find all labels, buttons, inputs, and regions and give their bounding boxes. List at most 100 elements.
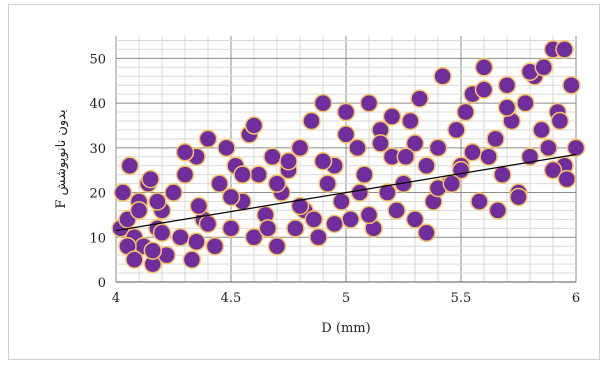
y-tick-label: 30 [89, 142, 106, 157]
data-point [550, 111, 570, 131]
data-point [341, 210, 360, 229]
tick-labels: 4 4.5 5 5.5 6 0 10 20 30 40 50 [89, 52, 580, 306]
data-point [479, 147, 498, 167]
data-point [205, 236, 225, 256]
data-point [566, 138, 586, 158]
data-point [428, 138, 448, 158]
data-point [143, 241, 163, 260]
y-tick-label: 20 [89, 187, 106, 202]
data-point [198, 214, 218, 234]
data-point [221, 187, 241, 207]
y-tick-label: 0 [98, 276, 106, 291]
trendline [115, 153, 577, 232]
data-point [442, 174, 462, 193]
data-point [417, 223, 436, 243]
x-axis-title: D (mm) [321, 321, 370, 336]
data-point [488, 201, 508, 220]
scatter-chart: 4 4.5 5 5.5 6 0 10 20 30 40 50 D (mm) F بدون نانوپ… [54, 36, 586, 336]
data-point [164, 183, 183, 202]
data-point [401, 111, 420, 131]
data-point [539, 138, 558, 158]
data-point [534, 58, 554, 77]
data-point [286, 219, 305, 238]
data-point [396, 147, 416, 167]
data-point [387, 201, 406, 220]
data-point [405, 210, 425, 229]
data-point [543, 160, 563, 180]
data-point [129, 201, 149, 220]
data-point [187, 232, 206, 251]
data-point [410, 89, 429, 108]
data-point [221, 219, 241, 238]
data-point [175, 143, 195, 162]
data-point [210, 174, 229, 193]
data-point [249, 165, 268, 184]
data-point [405, 134, 425, 153]
y-axis-title: F بدون نانوپوشش [54, 109, 69, 208]
data-point [497, 75, 517, 95]
data-point [233, 165, 252, 184]
data-point [355, 165, 374, 184]
data-point [152, 223, 172, 243]
data-point [258, 219, 278, 238]
data-point [371, 134, 390, 153]
data-point [290, 138, 310, 158]
data-point [350, 183, 370, 202]
y-tick-label: 40 [89, 97, 106, 112]
data-point [318, 174, 337, 193]
data-point [474, 58, 494, 77]
data-point [348, 138, 367, 158]
data-point [378, 183, 397, 202]
data-point [382, 107, 402, 126]
y-tick-label: 50 [89, 52, 106, 67]
data-point [555, 40, 574, 59]
data-point [332, 192, 351, 211]
data-point [113, 183, 133, 202]
data-point [359, 93, 379, 113]
data-point [433, 67, 452, 86]
data-point [325, 214, 344, 234]
chart-frame: 4 4.5 5 5.5 6 0 10 20 30 40 50 D (mm) F بدون نانوپ… [8, 4, 600, 360]
data-point [290, 196, 310, 216]
data-point [125, 250, 144, 269]
data-point [313, 93, 333, 113]
data-point [532, 120, 551, 140]
data-point [182, 250, 202, 269]
data-point [267, 236, 287, 256]
data-points [111, 40, 586, 274]
data-point [359, 205, 379, 225]
data-point [263, 147, 282, 167]
data-point [562, 75, 581, 95]
data-point [279, 151, 298, 171]
data-point [470, 192, 489, 211]
data-point [336, 102, 356, 122]
data-point [244, 228, 264, 247]
data-point [141, 169, 160, 189]
data-point [198, 129, 218, 149]
data-point [171, 228, 190, 247]
data-point [493, 165, 512, 184]
x-tick-label: 4 [112, 291, 120, 306]
data-point [557, 169, 577, 189]
data-point [120, 156, 140, 175]
y-tick-label: 10 [89, 231, 106, 246]
data-point [509, 187, 528, 207]
data-point [497, 98, 517, 117]
data-point [417, 156, 436, 175]
x-tick-label: 5.5 [451, 291, 472, 306]
data-point [267, 174, 287, 193]
data-point [302, 111, 321, 131]
data-point [516, 93, 535, 113]
data-point [456, 102, 475, 122]
x-tick-label: 6 [572, 291, 580, 306]
data-point [217, 138, 236, 158]
data-point [336, 125, 356, 144]
x-tick-label: 4.5 [221, 291, 242, 306]
data-point [486, 129, 505, 149]
data-point [447, 120, 466, 140]
data-point [309, 228, 328, 247]
data-point [244, 116, 264, 135]
data-point [175, 165, 195, 184]
data-point [474, 80, 494, 99]
x-tick-label: 5 [342, 291, 350, 306]
